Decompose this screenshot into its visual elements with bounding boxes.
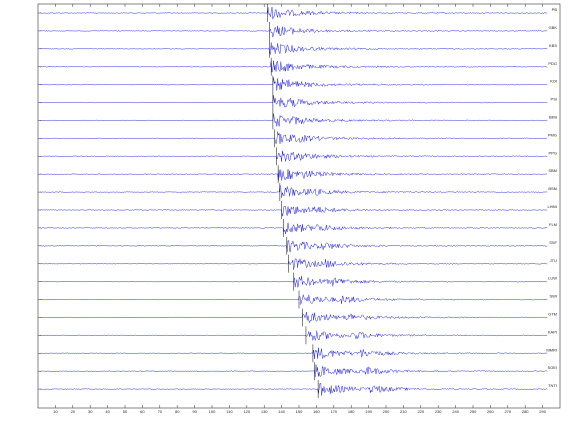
waveform xyxy=(39,330,548,341)
x-tick-label: 180 xyxy=(348,409,355,414)
x-tick-label: 140 xyxy=(278,409,285,414)
x-tick-label: 280 xyxy=(522,409,529,414)
x-tick-label: 110 xyxy=(226,409,233,414)
station-label: FLM xyxy=(549,222,557,227)
waveform xyxy=(39,347,548,360)
waveform xyxy=(39,77,548,91)
waveform xyxy=(39,60,548,73)
station-label: BKB xyxy=(549,115,557,120)
waveform xyxy=(39,113,548,127)
station-label: KBS xyxy=(549,43,557,48)
plot-frame xyxy=(37,3,561,409)
x-tick-label: 60 xyxy=(140,409,145,414)
station-label: GBK xyxy=(549,25,558,30)
x-tick-label: 240 xyxy=(452,409,459,414)
waveform xyxy=(39,150,548,162)
x-tick-label: 120 xyxy=(243,409,250,414)
x-tick-label: 220 xyxy=(417,409,424,414)
waveform xyxy=(39,382,548,396)
waveform xyxy=(39,169,548,181)
waveform xyxy=(39,7,548,20)
waveform xyxy=(39,258,548,270)
x-tick-label: 70 xyxy=(158,409,163,414)
x-tick-label: 90 xyxy=(192,409,197,414)
x-tick-label: 10 xyxy=(53,409,58,414)
station-label: PDG xyxy=(548,61,557,66)
station-label: GTM xyxy=(548,312,557,317)
station-label: PSI xyxy=(551,97,557,102)
station-label: SSF xyxy=(549,240,557,245)
station-label: BSM xyxy=(548,186,557,191)
x-tick-label: 200 xyxy=(383,409,390,414)
x-tick-label: 230 xyxy=(435,409,442,414)
station-label: KOI xyxy=(550,79,557,84)
x-tick-label: 130 xyxy=(261,409,268,414)
station-label: JTU xyxy=(550,258,557,263)
x-tick-label: 80 xyxy=(175,409,180,414)
waveform xyxy=(39,25,548,38)
x-tick-label: 210 xyxy=(400,409,407,414)
station-label: PMG xyxy=(548,132,557,137)
waveform xyxy=(39,131,548,144)
x-tick-label: 260 xyxy=(487,409,494,414)
station-label: SWI xyxy=(549,294,557,299)
x-tick-label: 250 xyxy=(470,409,477,414)
waveform xyxy=(39,240,548,253)
x-tick-label: 270 xyxy=(504,409,511,414)
station-label: SBM xyxy=(548,168,557,173)
x-tick-label: 30 xyxy=(88,409,93,414)
x-tick-label: 290 xyxy=(539,409,546,414)
waveform xyxy=(39,205,548,217)
waveform xyxy=(39,294,548,305)
waveform xyxy=(39,222,548,234)
x-tick-label: 50 xyxy=(123,409,128,414)
x-tick-label: 40 xyxy=(105,409,110,414)
waveform xyxy=(39,364,548,378)
station-label: SOEI xyxy=(547,365,557,370)
station-label: PB xyxy=(552,7,558,12)
waveform xyxy=(39,311,548,324)
station-label: LUW xyxy=(548,276,557,281)
station-label: PPG xyxy=(549,150,557,155)
station-label: KAPI xyxy=(548,329,557,334)
x-tick-label: 20 xyxy=(71,409,76,414)
waveform xyxy=(39,42,548,55)
waveform xyxy=(39,184,548,198)
x-tick-label: 190 xyxy=(365,409,372,414)
station-label: LHMI xyxy=(547,204,557,209)
x-tick-label: 170 xyxy=(330,409,337,414)
station-label: MMRI xyxy=(546,347,557,352)
x-tick-label: 100 xyxy=(209,409,216,414)
x-tick-label: 150 xyxy=(296,409,303,414)
x-tick-label: 160 xyxy=(313,409,320,414)
waveform xyxy=(39,95,548,109)
station-label: TNTI xyxy=(548,383,557,388)
